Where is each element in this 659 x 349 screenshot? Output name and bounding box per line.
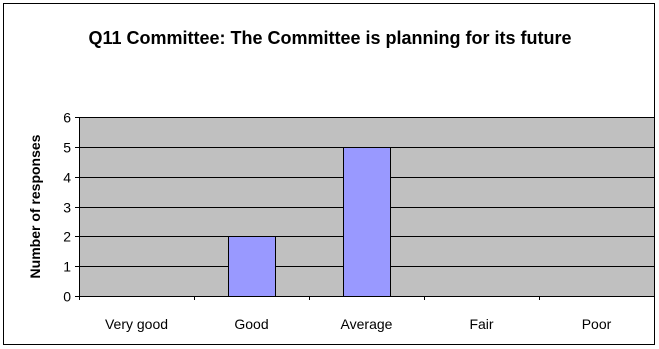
x-tick-labels: Very good Good Average Fair Poor [79,296,612,332]
x-tick-label: Average [341,316,393,332]
y-tick-label: 3 [63,200,71,216]
y-tick-label: 4 [63,170,71,186]
y-tick-label: 5 [63,140,71,156]
y-axis-title: Number of responses [27,134,43,278]
x-tick-label: Very good [105,316,168,332]
y-tick-label: 6 [63,110,71,126]
x-tick-label: Good [234,316,268,332]
x-tick-label: Poor [582,316,612,332]
y-tick-label: 2 [63,229,71,245]
bar-average [343,147,391,297]
x-tick-label: Fair [469,316,493,332]
y-tick-labels: 0 1 2 3 4 5 6 [63,110,79,305]
y-tick-label: 0 [63,289,71,305]
bar-good [228,236,276,297]
chart-title: Q11 Committee: The Committee is planning… [88,28,572,48]
bars [228,147,391,297]
y-tick-label: 1 [63,259,71,275]
